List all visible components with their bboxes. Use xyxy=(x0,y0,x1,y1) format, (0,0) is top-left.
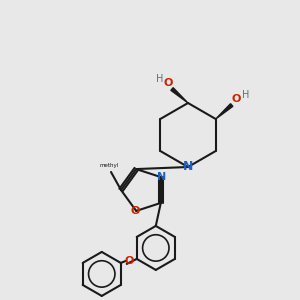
Text: methyl: methyl xyxy=(99,163,119,167)
Polygon shape xyxy=(171,88,188,103)
Text: N: N xyxy=(157,172,167,182)
Text: O: O xyxy=(124,256,134,266)
Text: N: N xyxy=(183,160,193,173)
Text: O: O xyxy=(163,78,173,88)
Text: H: H xyxy=(242,90,249,100)
Text: H: H xyxy=(156,74,164,84)
Text: O: O xyxy=(130,206,140,216)
Text: O: O xyxy=(231,94,240,104)
Polygon shape xyxy=(216,104,233,119)
